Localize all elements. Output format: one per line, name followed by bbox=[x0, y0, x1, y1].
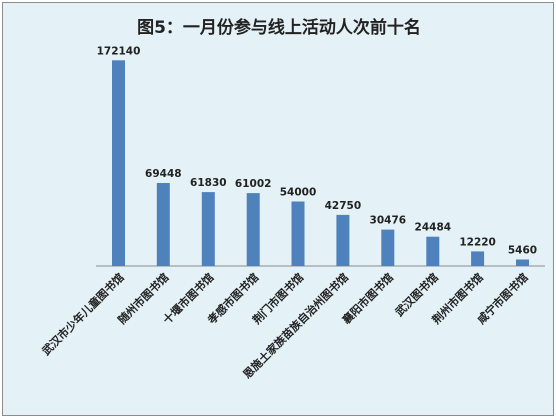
value-label-9: 12220 bbox=[459, 236, 496, 248]
bar-10 bbox=[516, 259, 529, 266]
bar-6 bbox=[336, 214, 350, 266]
value-label-3: 61830 bbox=[190, 177, 227, 189]
bar-1 bbox=[112, 60, 125, 266]
value-label-5: 54000 bbox=[280, 187, 317, 199]
value-label-4: 61002 bbox=[235, 178, 272, 190]
value-label-1: 172140 bbox=[97, 45, 141, 57]
value-label-6: 42750 bbox=[325, 200, 362, 212]
category-label-8: 武汉图书馆 bbox=[392, 270, 441, 319]
bar-chart: 172140 69448 61830 61002 54000 42750 30476 2448… bbox=[39, 45, 545, 381]
bars-group bbox=[112, 60, 529, 266]
bar-5 bbox=[291, 201, 305, 266]
value-label-10: 5460 bbox=[508, 245, 537, 257]
value-labels-group: 172140 69448 61830 61002 54000 42750 30476 2448… bbox=[97, 45, 538, 256]
bar-8 bbox=[426, 236, 440, 266]
value-label-7: 30476 bbox=[370, 215, 407, 227]
bar-4 bbox=[246, 193, 260, 266]
value-label-2: 69448 bbox=[145, 168, 182, 180]
bar-3 bbox=[201, 192, 215, 266]
bar-9 bbox=[471, 251, 485, 266]
chart-title: 图5：一月份参与线上活动人次前十名 bbox=[137, 18, 421, 38]
category-labels-group: 武汉市少年儿童图书馆随州市图书馆十堰市图书馆孝感市图书馆荆门市图书馆恩施土家族苗… bbox=[39, 270, 531, 381]
value-label-8: 24484 bbox=[415, 222, 452, 234]
bar-2 bbox=[156, 183, 170, 266]
category-label-1: 武汉市少年儿童图书馆 bbox=[39, 270, 127, 358]
bar-7 bbox=[381, 229, 395, 266]
